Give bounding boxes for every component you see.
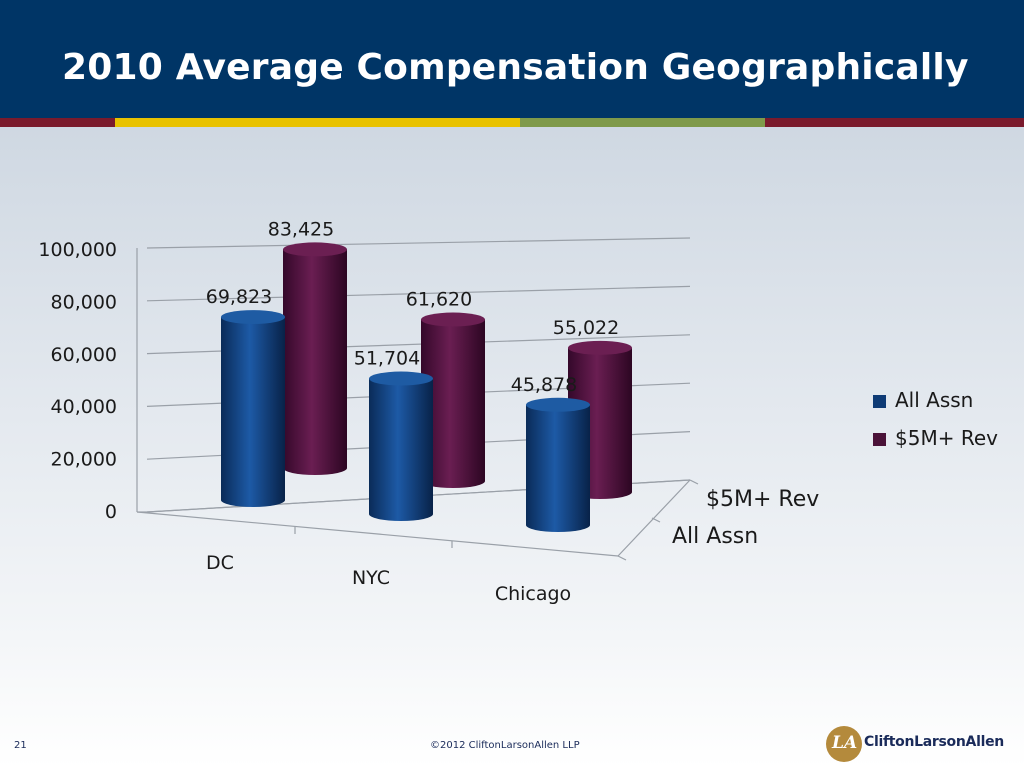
slide-background [0, 127, 1024, 768]
accent-stripe-gold [115, 118, 520, 127]
depth-tick-2 [689, 479, 699, 485]
y-tick-label-4: 80,000 [51, 291, 117, 313]
data-label-all-assn-dc: 69,823 [206, 286, 272, 308]
page-number: 21 [14, 740, 27, 751]
category-label-nyc: NYC [352, 567, 390, 589]
bar-all-assn-chicago [526, 397, 590, 532]
y-tick-label-0: 0 [105, 501, 117, 523]
bar-5m-rev-nyc-top [421, 312, 485, 327]
bar-all-assn-chicago-body [526, 404, 590, 532]
bar-all-assn-chicago-top [526, 397, 590, 412]
bar-all-assn-dc-top [221, 310, 285, 325]
gridline-4 [146, 285, 691, 302]
y-tick-label-2: 40,000 [51, 396, 117, 418]
data-label-all-assn-nyc: 51,704 [354, 348, 420, 370]
logo-emblem: LA [826, 726, 862, 762]
depth-label-all-assn: All Assn [672, 524, 758, 549]
depth-label-5m-rev: $5M+ Rev [706, 487, 819, 512]
depth-tick-0 [617, 555, 627, 561]
bar-5m-rev-chicago-top [568, 340, 632, 355]
data-label-all-assn-chicago: 45,878 [511, 374, 577, 396]
accent-stripe-maroon-right [765, 118, 1024, 127]
gridline-5 [146, 237, 691, 249]
data-label-5m-rev-chicago: 55,022 [553, 317, 619, 339]
bar-all-assn-dc-body [221, 317, 285, 507]
accent-stripe-green [520, 118, 765, 127]
category-label-chicago: Chicago [495, 583, 571, 605]
bar-all-assn-dc [221, 310, 285, 507]
slide-title: 2010 Average Compensation Geographically [62, 47, 969, 88]
bar-5m-rev-dc [283, 242, 347, 475]
copyright-text: ©2012 CliftonLarsonAllen LLP [430, 740, 580, 751]
bar-5m-rev-nyc-body [421, 319, 485, 488]
bar-5m-rev-dc-body [283, 249, 347, 475]
bar-5m-rev-dc-top [283, 242, 347, 257]
bar-all-assn-nyc [369, 371, 433, 521]
logo-text: CliftonLarsonAllen [864, 734, 1004, 750]
logo-monogram: LA [832, 733, 858, 753]
accent-stripe-maroon [0, 118, 115, 127]
bar-5m-rev-nyc [421, 312, 485, 488]
floor-right-edge [617, 479, 691, 557]
depth-tick-1 [651, 517, 661, 523]
legend-swatch-5m-rev [873, 433, 886, 446]
y-tick-label-5: 100,000 [38, 239, 117, 261]
title-bar: 2010 Average Compensation Geographically [0, 0, 1024, 118]
company-logo: LA CliftonLarsonAllen [826, 725, 1024, 765]
bar-all-assn-nyc-body [369, 378, 433, 521]
legend-label-all-assn: All Assn [895, 388, 974, 412]
legend-label-5m-rev: $5M+ Rev [895, 426, 998, 450]
category-label-dc: DC [206, 552, 234, 574]
bar-all-assn-nyc-top [369, 371, 433, 386]
floor-front-edge [136, 511, 619, 557]
y-tick-label-1: 20,000 [51, 449, 117, 471]
data-label-5m-rev-dc: 83,425 [268, 218, 334, 240]
data-label-5m-rev-nyc: 61,620 [406, 289, 472, 311]
y-tick-label-3: 60,000 [51, 344, 117, 366]
legend-swatch-all-assn [873, 395, 886, 408]
